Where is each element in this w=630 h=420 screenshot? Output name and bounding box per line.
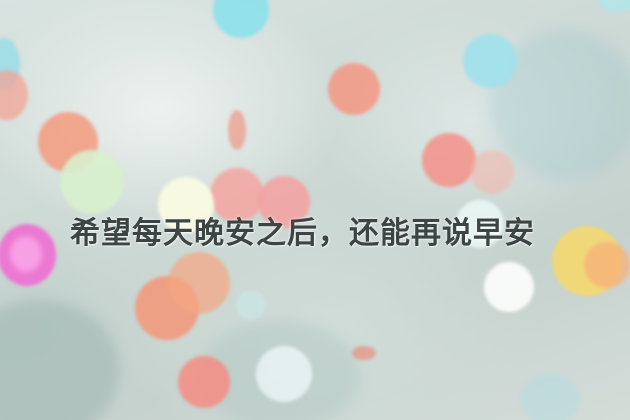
bokeh-light-salmon [328, 63, 380, 115]
bokeh-glow [0, 300, 120, 420]
bokeh-light-salmon [0, 70, 28, 120]
bokeh-light-white [256, 346, 312, 402]
caption-text: 希望每天晚安之后，还能再说早安 [70, 216, 535, 251]
bokeh-light-cyan [520, 374, 580, 420]
bokeh-light-white [484, 262, 534, 312]
bokeh-light-salmon [258, 176, 310, 228]
bokeh-light-white [456, 200, 504, 248]
bokeh-light-salmon [210, 168, 264, 222]
bokeh-light-green [60, 150, 124, 214]
bokeh-light-salmon [178, 356, 230, 408]
bokeh-light-cyan [463, 34, 517, 88]
bokeh-light-magenta-core [10, 236, 42, 272]
bokeh-light-salmon [470, 150, 514, 194]
bokeh-light-salmon [422, 133, 476, 187]
bokeh-light-salmon [228, 110, 246, 150]
bokeh-light-cyan [598, 0, 630, 12]
bokeh-light-cyan [236, 290, 266, 320]
bokeh-light-orange [584, 242, 630, 288]
bokeh-light-salmon [352, 346, 376, 360]
bokeh-light-cyan [213, 0, 269, 38]
bokeh-light-white [158, 177, 214, 233]
bokeh-light-salmon [168, 252, 230, 314]
